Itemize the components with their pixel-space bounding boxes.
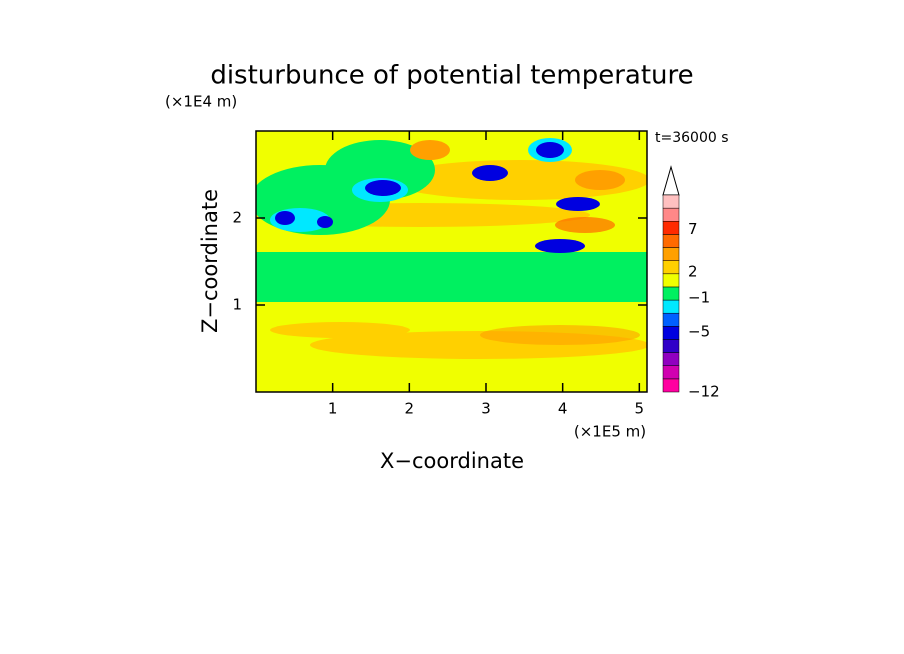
colorbar-segment (662, 234, 680, 248)
colorbar-segment (662, 326, 680, 340)
y-axis-label: Z−coordinate (198, 189, 222, 333)
contour-field (256, 131, 647, 392)
colorbar-segment (662, 352, 680, 366)
colorbar-extend (662, 165, 680, 196)
colorbar-label: 2 (688, 263, 698, 281)
colorbar-segment (662, 247, 680, 261)
colorbar-segment (662, 194, 680, 209)
x-tick-label: 1 (328, 400, 338, 418)
colorbar-segment (662, 286, 680, 301)
colorbar-label: −5 (688, 323, 710, 341)
colorbar-segment (662, 221, 680, 235)
x-axis-label: X−coordinate (380, 449, 524, 473)
x-tick-label: 2 (405, 400, 415, 418)
colorbar-segment (662, 312, 680, 327)
annotation: t=36000 s (655, 130, 729, 146)
colorbar-segment (662, 260, 680, 275)
x-tick-label: 3 (481, 400, 491, 418)
x-tick-label: 5 (635, 400, 645, 418)
y-tick-label: 2 (232, 209, 242, 227)
chart-title: disturbunce of potential temperature (210, 61, 693, 91)
colorbar-segment (662, 339, 680, 353)
x-unit: (×1E5 m) (574, 423, 646, 441)
colorbar-label: −12 (688, 383, 720, 401)
y-unit: (×1E4 m) (165, 93, 237, 111)
colorbar-segment (662, 273, 680, 288)
colorbar-segment (662, 365, 680, 380)
y-tick-label: 1 (232, 296, 242, 314)
colorbar-segment (662, 378, 680, 393)
x-tick-label: 4 (558, 400, 568, 418)
colorbar-label: 7 (688, 220, 698, 238)
colorbar-segment (662, 207, 680, 222)
colorbar-segment (662, 299, 680, 314)
plot-frame (255, 130, 648, 393)
colorbar-label: −1 (688, 288, 710, 306)
